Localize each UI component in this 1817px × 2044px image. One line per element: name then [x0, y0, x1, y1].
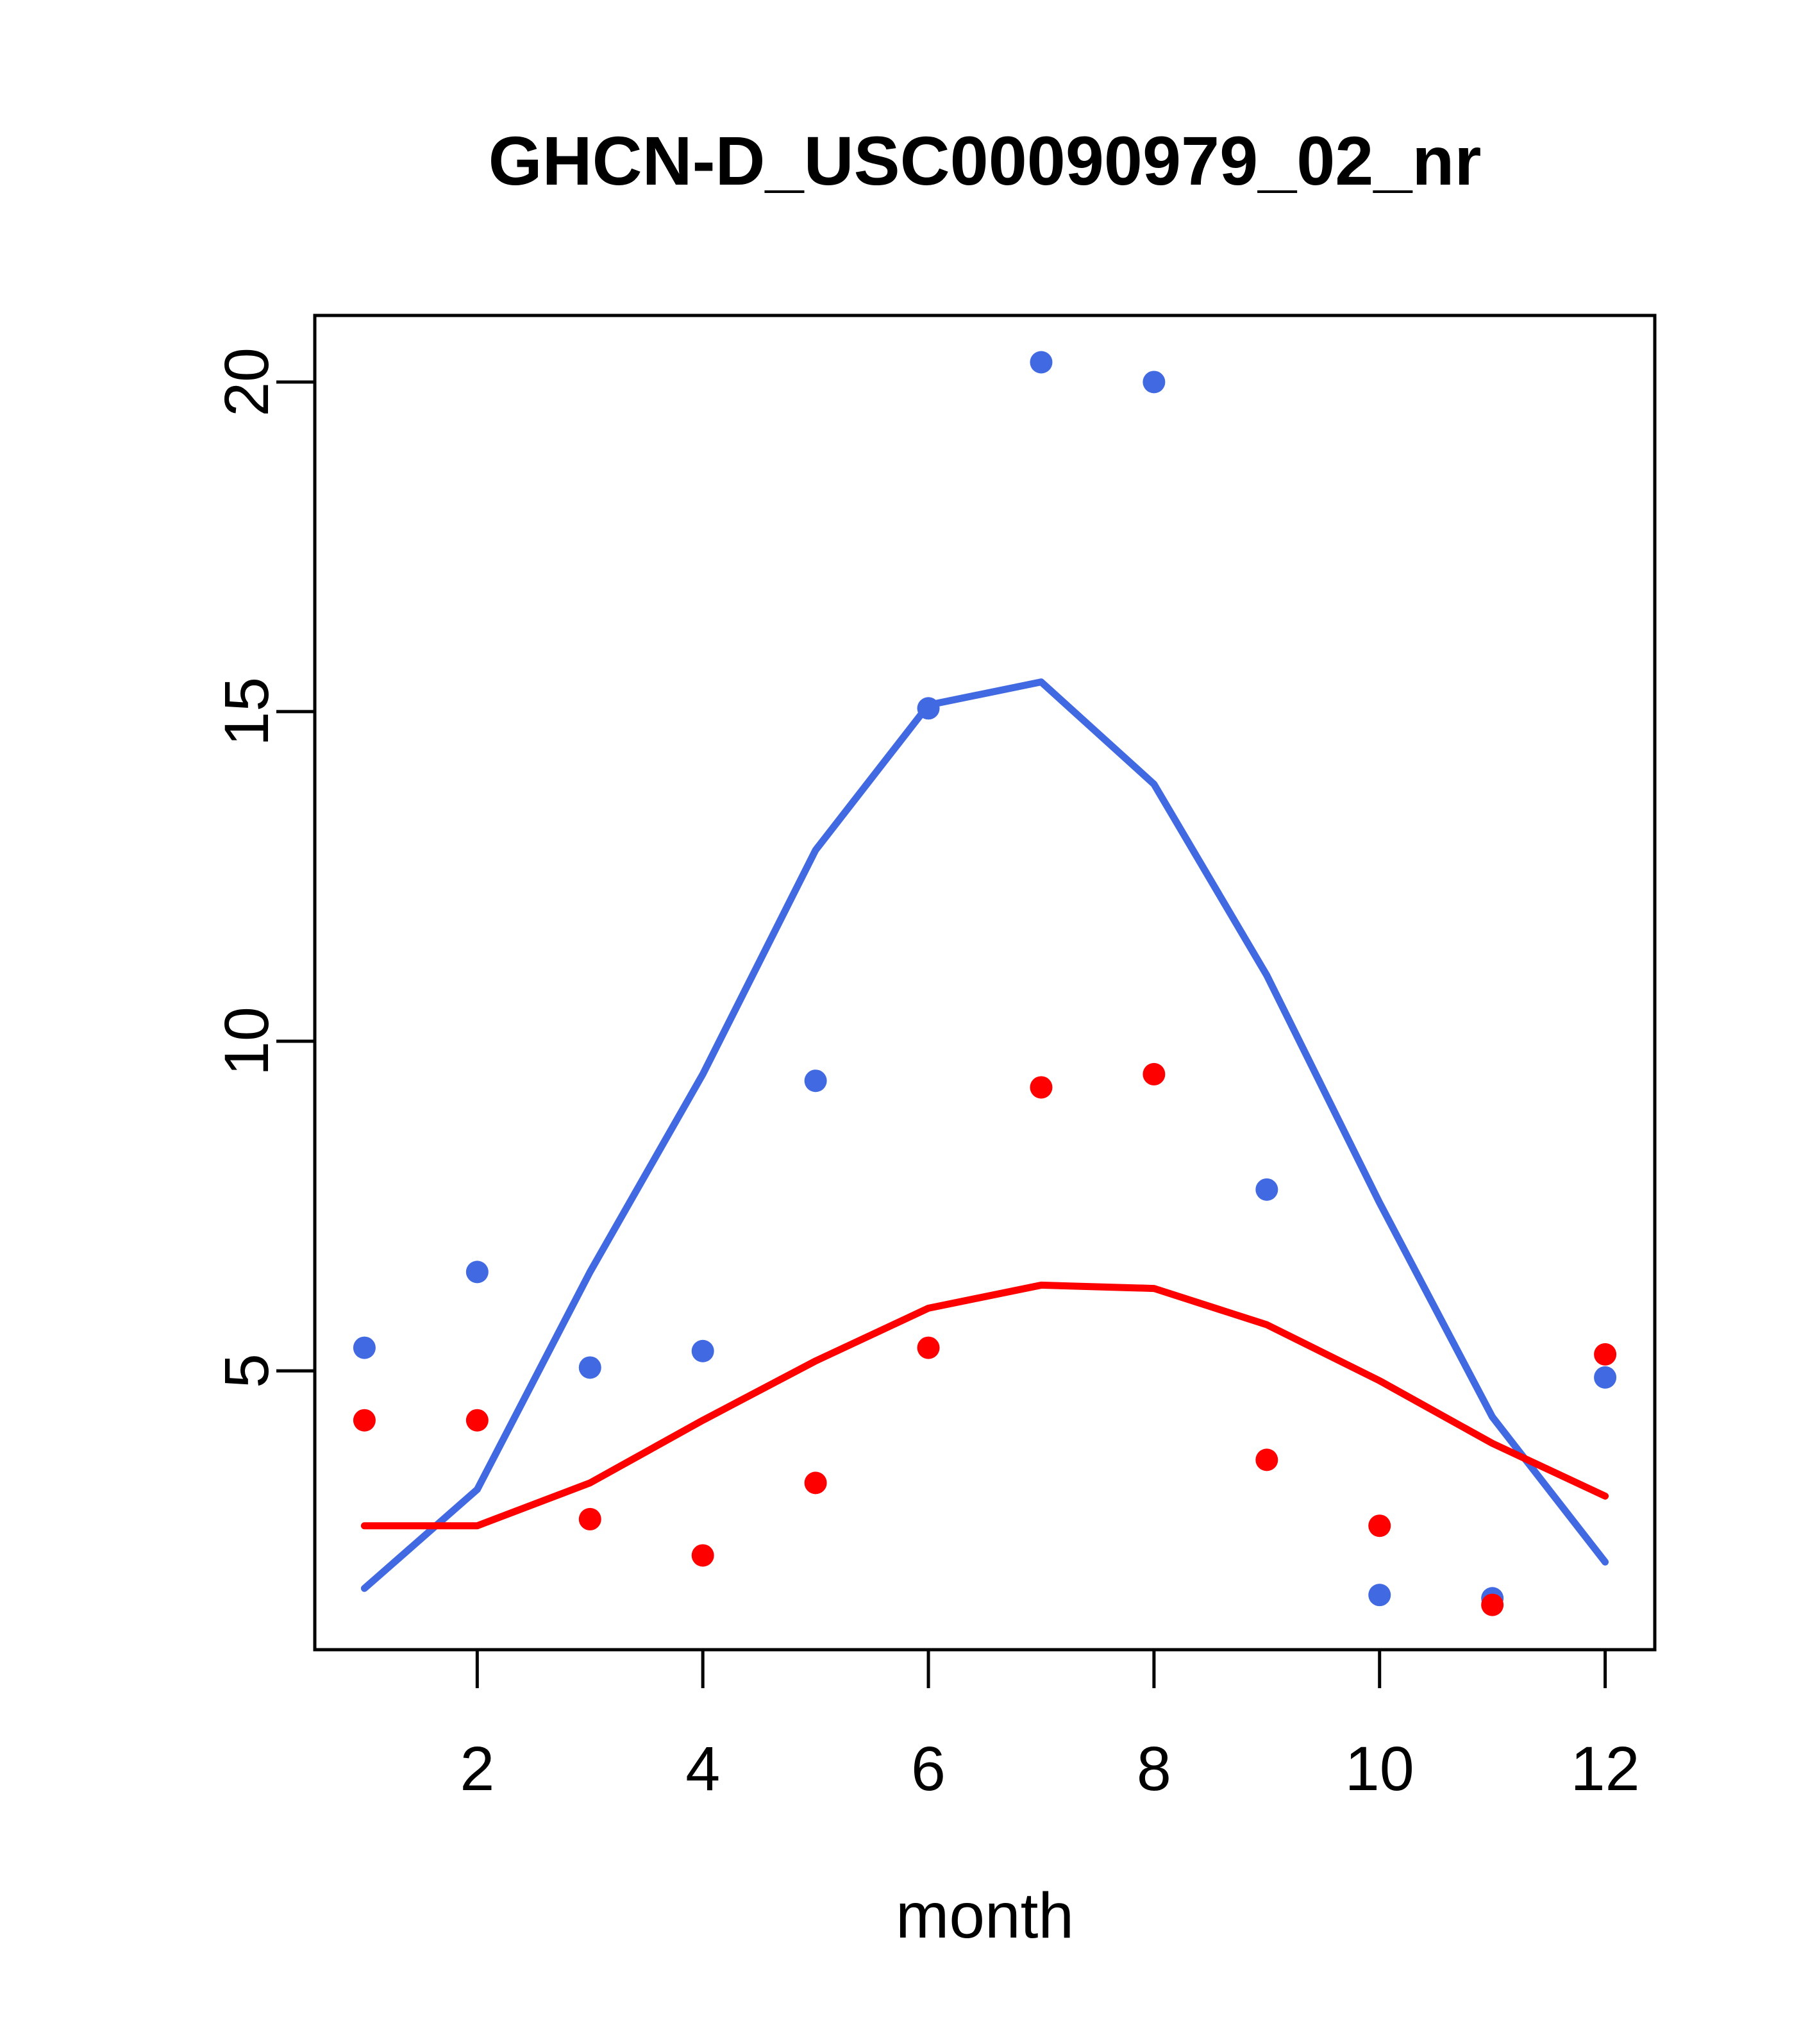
blue-points-dot [1594, 1366, 1617, 1389]
red-points-dot [353, 1409, 376, 1432]
blue-points-dot [691, 1339, 714, 1362]
blue-line-path [360, 678, 1609, 1592]
red-points-dot [917, 1336, 940, 1359]
red-points-dot [1481, 1593, 1504, 1616]
x-tick-label: 8 [1137, 1734, 1171, 1804]
red-points-dot [465, 1409, 489, 1432]
red-points-dot [1143, 1062, 1166, 1085]
x-tick-label: 12 [1571, 1734, 1640, 1804]
red-points-dot [804, 1471, 827, 1495]
x-tick-label: 10 [1345, 1734, 1414, 1804]
red-points-dot [1594, 1343, 1617, 1366]
y-tick-label: 10 [212, 1007, 281, 1076]
y-tick-label: 15 [212, 677, 281, 746]
red-points [353, 1062, 1617, 1616]
blue-points-dot [1255, 1178, 1278, 1201]
x-tick-label: 6 [911, 1734, 946, 1804]
y-tick-label: 5 [212, 1353, 281, 1388]
x-axis-label: month [896, 1880, 1074, 1952]
blue-points-dot [578, 1356, 601, 1379]
y-tick-label: 20 [212, 348, 281, 417]
red-points-dot [1368, 1514, 1391, 1537]
blue-points-dot [1030, 351, 1053, 374]
red-points-dot [1030, 1076, 1053, 1099]
blue-points-dot [804, 1069, 827, 1093]
red-points-dot [1255, 1448, 1278, 1471]
red-points-dot [691, 1544, 714, 1567]
blue-points-dot [1143, 371, 1166, 394]
axes: 5 10 15 20 2 4 6 8 10 12 [212, 348, 1640, 1804]
chart-title: GHCN-D_USC00090979_02_nr [489, 122, 1482, 199]
x-tick-label: 2 [460, 1734, 494, 1804]
blue-points-dot [1368, 1584, 1391, 1607]
blue-points-dot [353, 1336, 376, 1359]
x-tick-label: 4 [685, 1734, 720, 1804]
blue-points [353, 351, 1617, 1610]
red-points-dot [578, 1507, 601, 1530]
plot-border [313, 314, 1657, 1652]
blue-points-dot [465, 1261, 489, 1284]
red-line-path [360, 1281, 1609, 1530]
data-series [353, 351, 1617, 1616]
